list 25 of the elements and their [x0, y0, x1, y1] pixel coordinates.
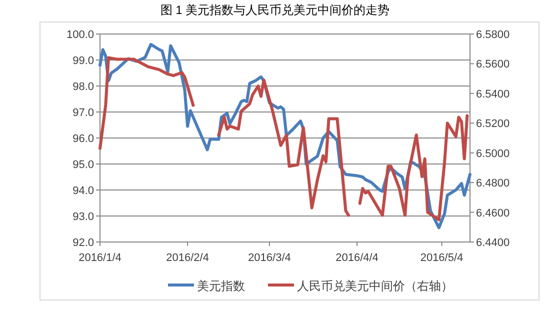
y-tick-label: 93.0	[72, 211, 94, 223]
x-tick-label: 2016/2/4	[166, 252, 209, 264]
y-tick-label: 95.0	[72, 159, 94, 171]
y-tick-label: 96.0	[72, 133, 94, 145]
y2-tick-label: 6.5200	[476, 118, 510, 130]
y2-tick-label: 6.5000	[476, 148, 510, 160]
y-tick-label: 100.0	[66, 29, 94, 41]
y2-tick-label: 6.4600	[476, 207, 510, 220]
chart-title: 图 1 美元指数与人民币兑美元中间价的走势	[160, 3, 390, 17]
y-tick-label: 92.0	[72, 237, 94, 249]
y2-tick-label: 6.5800	[476, 29, 510, 41]
x-tick-label: 2016/3/4	[248, 252, 291, 264]
y2-tick-label: 6.5600	[476, 58, 510, 71]
legend-label: 美元指数	[197, 279, 245, 293]
x-tick-label: 2016/4/4	[336, 252, 378, 264]
legend-label: 人民币兑美元中间价（右轴）	[297, 279, 453, 293]
y-tick-label: 97.0	[72, 107, 94, 119]
x-tick-label: 2016/1/4	[78, 252, 122, 264]
y-tick-label: 98.0	[72, 81, 94, 93]
y-tick-label: 94.0	[72, 185, 94, 197]
y2-tick-label: 6.4400	[476, 237, 510, 249]
y-tick-label: 99.0	[72, 55, 94, 67]
x-tick-label: 2016/5/4	[420, 252, 464, 264]
y2-tick-label: 6.5400	[476, 88, 510, 100]
y2-tick-label: 6.4800	[476, 178, 510, 190]
